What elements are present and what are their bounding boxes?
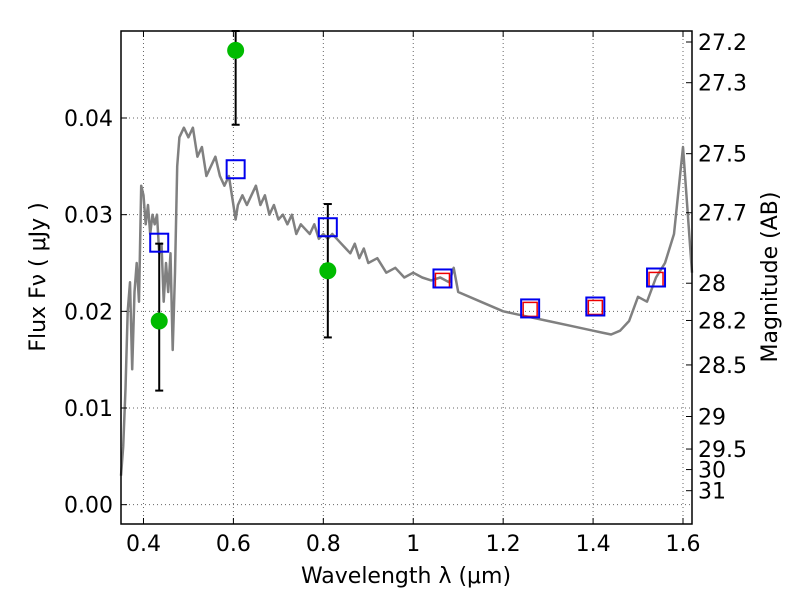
x-tick-label: 1.2 bbox=[486, 532, 521, 557]
mag-tick-label: 27.7 bbox=[698, 202, 747, 227]
chart-series bbox=[119, 30, 694, 476]
mag-tick-label: 29.5 bbox=[698, 438, 747, 463]
y-tick-label: 0.01 bbox=[64, 397, 113, 422]
template-flux-marker bbox=[587, 299, 604, 316]
mag-tick-label: 27.3 bbox=[698, 72, 747, 97]
x-tick-label: 0.6 bbox=[216, 532, 251, 557]
template-flux-marker bbox=[522, 301, 538, 318]
y-tick-label: 0.04 bbox=[64, 107, 113, 132]
model-flux-marker bbox=[646, 267, 667, 288]
y-tick-label: 0.00 bbox=[64, 494, 113, 519]
observed-flux-point bbox=[150, 312, 168, 330]
mag-tick-label: 27.5 bbox=[698, 143, 747, 168]
model-flux-marker bbox=[317, 217, 338, 238]
mag-tick-label: 31 bbox=[698, 480, 726, 505]
axes: 0.4 0.6 0.8 1 1.2 1.4 1.6 0.00 0.01 0.02 0.03 0.04 2… bbox=[64, 31, 747, 557]
x-tick-label: 1.6 bbox=[666, 532, 701, 557]
mag-tick-label: 30 bbox=[698, 459, 726, 484]
y2-axis-label: Magnitude (AB) bbox=[758, 192, 783, 363]
mag-tick-label: 28.2 bbox=[698, 309, 747, 334]
model-flux-marker bbox=[585, 296, 606, 317]
model-flux-marker bbox=[520, 298, 541, 319]
x-tick-label: 1 bbox=[406, 532, 420, 557]
model-flux-marker bbox=[225, 159, 246, 180]
mag-tick-label: 27.2 bbox=[698, 31, 747, 56]
model-flux-marker bbox=[432, 268, 453, 289]
x-tick-label: 1.4 bbox=[576, 532, 611, 557]
observed-flux-point bbox=[227, 41, 245, 59]
mag-tick-label: 28 bbox=[698, 272, 726, 297]
sed-template-line bbox=[119, 126, 694, 476]
model-flux-marker bbox=[149, 232, 170, 253]
mag-tick-label: 28.5 bbox=[698, 354, 747, 379]
plot-frame bbox=[120, 30, 693, 525]
x-tick-label: 0.8 bbox=[306, 532, 341, 557]
y-tick-label: 0.02 bbox=[64, 300, 113, 325]
y-axis-label: Flux Fν ( μJy ) bbox=[26, 202, 51, 351]
x-tick-label: 0.4 bbox=[126, 532, 161, 557]
y-tick-label: 0.03 bbox=[64, 204, 113, 229]
x-axis-label: Wavelength λ (μm) bbox=[301, 564, 511, 589]
mag-tick-label: 29 bbox=[698, 406, 726, 431]
observed-flux-point bbox=[319, 262, 337, 280]
